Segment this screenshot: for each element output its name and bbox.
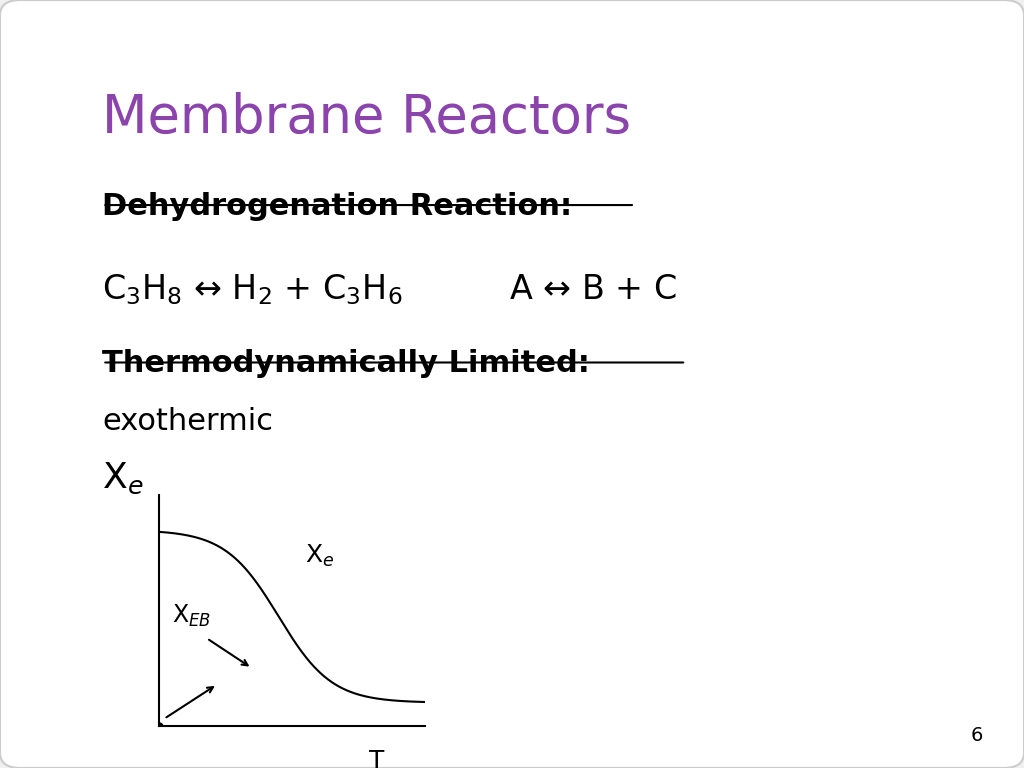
Text: Thermodynamically Limited:: Thermodynamically Limited:	[102, 349, 590, 379]
Text: exothermic: exothermic	[102, 407, 273, 436]
Text: C$_3$H$_8$ ↔ H$_2$ + C$_3$H$_6$          A ↔ B + C: C$_3$H$_8$ ↔ H$_2$ + C$_3$H$_6$ A ↔ B + …	[102, 273, 677, 307]
Text: Membrane Reactors: Membrane Reactors	[102, 92, 632, 144]
Text: X$_e$: X$_e$	[305, 543, 335, 569]
Text: X$_e$: X$_e$	[102, 461, 144, 496]
Text: T: T	[370, 749, 385, 768]
Text: 6: 6	[971, 726, 983, 745]
Text: X$_{EB}$: X$_{EB}$	[172, 603, 211, 629]
Text: Dehydrogenation Reaction:: Dehydrogenation Reaction:	[102, 192, 572, 221]
